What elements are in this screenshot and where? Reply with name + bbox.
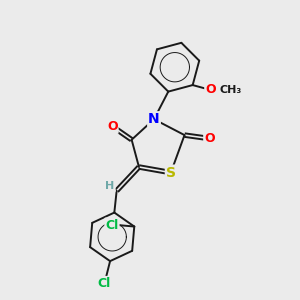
Text: Cl: Cl	[98, 277, 111, 290]
Text: H: H	[106, 181, 115, 191]
Text: O: O	[107, 120, 118, 133]
Text: Cl: Cl	[105, 219, 119, 232]
Text: N: N	[148, 112, 160, 126]
Text: O: O	[205, 83, 216, 96]
Text: S: S	[166, 166, 176, 180]
Text: CH₃: CH₃	[220, 85, 242, 94]
Text: O: O	[204, 132, 215, 145]
